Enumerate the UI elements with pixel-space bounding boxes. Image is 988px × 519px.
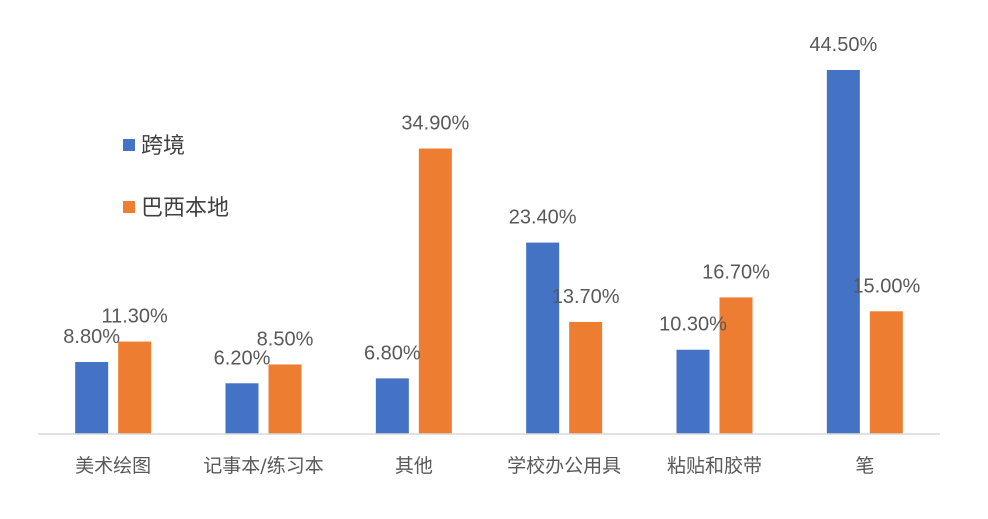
data-labels: 8.80%11.30% 6.20%8.50% 6.80% 34.90% 23.40% 13… bbox=[63, 34, 920, 369]
data-label-cross-border-3: 23.40% bbox=[509, 207, 577, 229]
bars-group bbox=[75, 70, 903, 434]
category-label-3: 学校办公用具 bbox=[507, 455, 621, 477]
bar-cross-border-3 bbox=[526, 242, 560, 434]
bar-local-5 bbox=[869, 311, 903, 434]
data-label-cross-border-1: 6.20% bbox=[214, 347, 271, 369]
legend-swatch-cross-border bbox=[123, 139, 135, 151]
data-label-cross-border-5: 44.50% bbox=[809, 34, 877, 56]
category-label-4: 粘贴和胶带 bbox=[667, 455, 762, 477]
bar-local-4 bbox=[719, 297, 753, 434]
bar-local-1 bbox=[268, 364, 302, 434]
data-label-local-2: 34.90% bbox=[401, 113, 469, 135]
data-label-cross-border-4: 10.30% bbox=[659, 314, 727, 336]
category-label-1: 记事本/练习本 bbox=[203, 455, 323, 477]
data-label-local-0: 11.30% bbox=[101, 306, 168, 328]
bar-cross-border-1 bbox=[225, 383, 259, 434]
category-label-5: 笔 bbox=[855, 455, 874, 477]
bar-cross-border-5 bbox=[826, 70, 860, 434]
legend-swatch-local bbox=[123, 201, 135, 213]
bar-cross-border-4 bbox=[676, 349, 710, 434]
data-label-local-5: 15.00% bbox=[852, 275, 920, 297]
bar-local-3 bbox=[569, 321, 603, 434]
bar-local-0 bbox=[118, 341, 152, 434]
data-label-cross-border-0: 8.80% bbox=[63, 326, 120, 348]
legend-label-cross-border: 跨境 bbox=[141, 134, 185, 159]
bar-cross-border-2 bbox=[375, 378, 409, 434]
category-labels: 美术绘图 记事本/练习本 其他 学校办公用具 粘贴和胶带 笔 bbox=[75, 455, 874, 477]
legend-label-local: 巴西本地 bbox=[141, 196, 229, 221]
data-label-cross-border-2: 6.80% bbox=[364, 342, 421, 364]
category-label-0: 美术绘图 bbox=[75, 455, 151, 477]
bar-local-2 bbox=[418, 148, 452, 434]
bar-cross-border-0 bbox=[75, 362, 109, 434]
data-label-local-4: 16.70% bbox=[702, 261, 770, 283]
data-label-local-3: 13.70% bbox=[552, 286, 620, 308]
data-label-local-1: 8.50% bbox=[257, 328, 314, 350]
category-label-2: 其他 bbox=[395, 455, 433, 477]
